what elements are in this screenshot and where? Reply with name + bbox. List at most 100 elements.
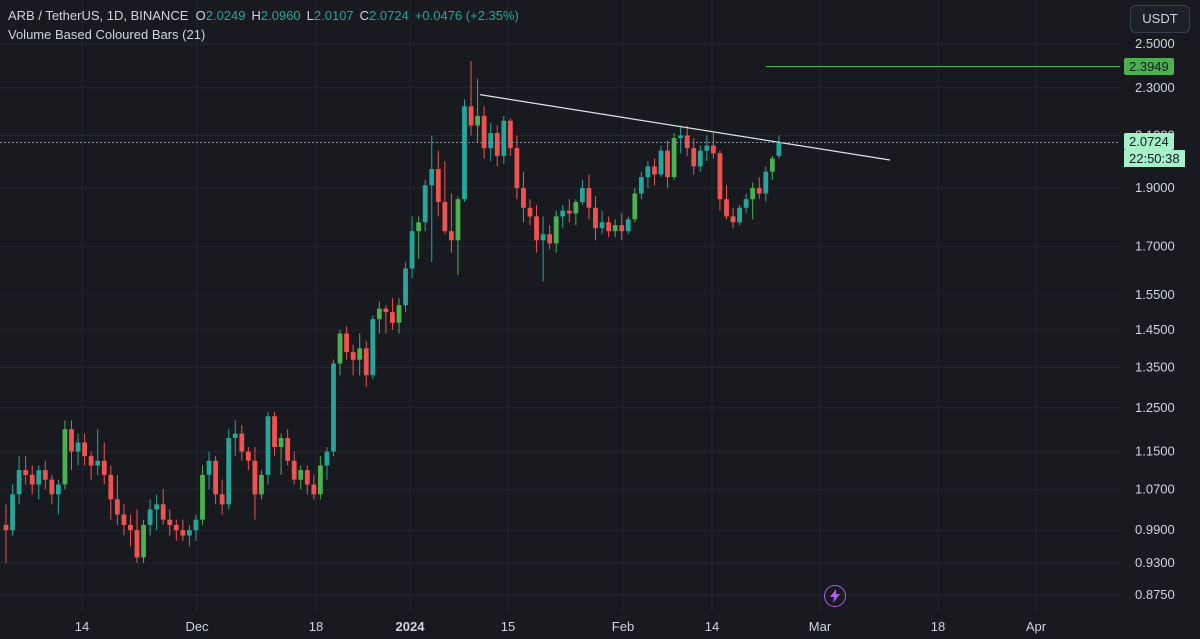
x-tick-label: 2024 <box>396 619 426 634</box>
candle-body <box>462 106 467 200</box>
candle-body <box>239 433 245 452</box>
candle-body <box>422 185 428 223</box>
candle-body <box>507 120 513 149</box>
candle-body <box>285 438 291 461</box>
candle-body <box>580 188 585 203</box>
candle-body <box>527 207 533 217</box>
candle-body <box>213 460 218 495</box>
lightning-icon[interactable] <box>824 585 846 607</box>
candle-body <box>304 470 310 485</box>
change-value: +0.0476 (+2.35%) <box>414 8 519 23</box>
candle-body <box>383 308 389 313</box>
candle-body <box>69 429 74 452</box>
candle-body <box>134 530 140 558</box>
candle-body <box>599 222 605 229</box>
candle-body <box>49 479 55 495</box>
candle-body <box>167 519 173 525</box>
candle-body <box>370 319 376 376</box>
bar-countdown: 22:50:38 <box>1124 150 1185 168</box>
candle-body <box>763 171 769 194</box>
candle-body <box>344 333 349 353</box>
candle-body <box>75 442 81 452</box>
candle-body <box>16 470 22 495</box>
symbol-title[interactable]: ARB / TetherUS, 1D, BINANCE <box>8 8 189 23</box>
candle-body <box>396 305 402 323</box>
indicator-legend[interactable]: Volume Based Coloured Bars (21) <box>8 27 206 42</box>
candle-body <box>678 135 684 139</box>
candle-body <box>442 202 448 232</box>
candle-body <box>455 199 461 241</box>
current-price-badge: 2.0724 <box>1124 133 1174 151</box>
candle-body <box>219 494 225 505</box>
y-tick-label: 0.9900 <box>1135 522 1175 537</box>
candle-body <box>697 150 703 167</box>
high-label: H <box>251 8 261 23</box>
x-tick-label: 15 <box>501 619 515 634</box>
candle-body <box>245 451 251 461</box>
candle-body <box>187 530 192 536</box>
x-tick-label: Mar <box>809 619 832 634</box>
candle-body <box>259 474 264 495</box>
target-price-badge: 2.3949 <box>1124 57 1174 75</box>
high-value: 2.0960 <box>260 8 301 23</box>
candle-body <box>337 333 343 364</box>
candle-body <box>29 474 35 485</box>
candle-body <box>108 474 114 500</box>
candle-body <box>566 210 572 214</box>
candle-body <box>606 222 611 232</box>
y-tick-label: 1.0700 <box>1135 481 1175 496</box>
candle-body <box>272 416 277 448</box>
candle-body <box>501 120 507 156</box>
y-tick-label: 1.3500 <box>1135 359 1175 374</box>
x-tick-label: Apr <box>1026 619 1047 634</box>
low-label: L <box>306 8 314 23</box>
y-tick-label: 1.4500 <box>1135 322 1175 337</box>
candle-body <box>540 234 546 241</box>
x-tick-label: 14 <box>75 619 89 634</box>
candle-body <box>553 216 559 244</box>
candle-body <box>160 504 166 520</box>
candle-body <box>82 442 87 457</box>
candle-body <box>141 524 146 558</box>
candle-body <box>318 465 323 495</box>
candle-body <box>206 460 212 475</box>
y-tick-label: 2.5000 <box>1135 36 1175 51</box>
candle-body <box>200 474 205 520</box>
candle-body <box>612 225 618 232</box>
close-label: C <box>359 8 370 23</box>
candle-body <box>3 524 9 531</box>
candle-body <box>36 470 42 485</box>
candle-body <box>737 207 742 223</box>
candle-body <box>291 460 297 480</box>
open-value: 2.0249 <box>205 8 246 23</box>
candle-body <box>619 225 625 232</box>
candle-body <box>756 188 762 194</box>
y-tick-label: 1.9000 <box>1135 180 1175 195</box>
candle-body <box>114 499 120 515</box>
candle-body <box>534 216 539 241</box>
candle-body <box>278 438 284 448</box>
candle-body <box>625 219 631 232</box>
candle-body <box>449 231 454 241</box>
candle-body <box>468 106 474 126</box>
candle-body <box>684 135 690 149</box>
candle-body <box>390 312 395 323</box>
candle-body <box>665 150 670 178</box>
y-tick-label: 0.9300 <box>1135 555 1175 570</box>
open-label: O <box>195 8 206 23</box>
candle-body <box>42 470 48 480</box>
candle-body <box>658 150 664 175</box>
candle-body <box>429 169 435 186</box>
candle-body <box>23 470 29 475</box>
candle-body <box>298 470 304 480</box>
candle-body <box>573 202 579 214</box>
candle-body <box>416 222 422 232</box>
candle-body <box>645 166 651 178</box>
low-value: 2.0107 <box>313 8 354 23</box>
x-tick-label: 18 <box>309 619 323 634</box>
candle-body <box>730 216 736 223</box>
y-tick-label: 0.8750 <box>1135 587 1175 602</box>
x-tick-label: Feb <box>612 619 634 634</box>
currency-button[interactable]: USDT <box>1130 5 1190 33</box>
